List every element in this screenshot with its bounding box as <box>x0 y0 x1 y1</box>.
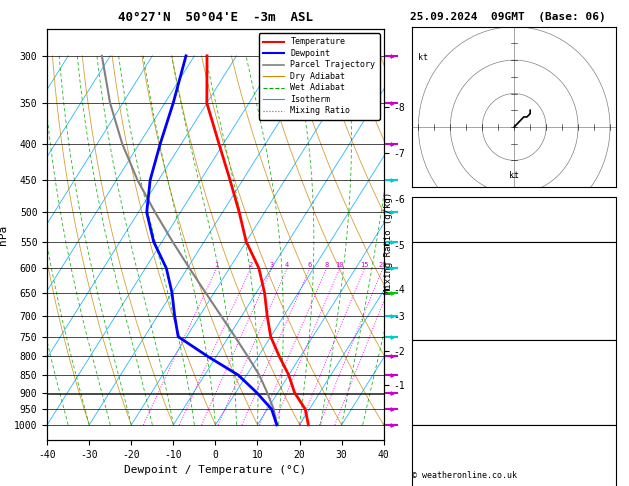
Bar <box>412 340 616 425</box>
Text: 22.1: 22.1 <box>589 258 610 267</box>
Text: CAPE (J): CAPE (J) <box>420 311 463 320</box>
Text: 0: 0 <box>605 396 610 405</box>
Text: StmSpd (kt): StmSpd (kt) <box>420 480 479 486</box>
Legend: Temperature, Dewpoint, Parcel Trajectory, Dry Adiabat, Wet Adiabat, Isotherm, Mi: Temperature, Dewpoint, Parcel Trajectory… <box>259 34 379 120</box>
Bar <box>412 425 616 486</box>
Text: 25.09.2024  09GMT  (Base: 06): 25.09.2024 09GMT (Base: 06) <box>410 12 606 22</box>
Text: 15: 15 <box>360 262 369 268</box>
Text: StmDir: StmDir <box>420 467 452 476</box>
Text: kt: kt <box>509 172 519 180</box>
Text: SREH: SREH <box>420 454 442 463</box>
Text: 6: 6 <box>308 262 312 268</box>
Bar <box>412 197 616 242</box>
Text: Lifted Index: Lifted Index <box>420 298 485 307</box>
Text: Lifted Index: Lifted Index <box>420 382 485 392</box>
Text: 4: 4 <box>285 262 289 268</box>
Text: kt: kt <box>418 53 428 63</box>
Text: 0: 0 <box>605 324 610 333</box>
Bar <box>412 242 616 340</box>
Text: θε(K): θε(K) <box>420 285 447 294</box>
Text: 3: 3 <box>270 262 274 268</box>
Text: 310°: 310° <box>589 467 610 476</box>
Text: Surface: Surface <box>496 245 533 254</box>
Title: 40°27'N  50°04'E  -3m  ASL: 40°27'N 50°04'E -3m ASL <box>118 11 313 24</box>
Text: 1018: 1018 <box>589 356 610 365</box>
Text: θε (K): θε (K) <box>420 369 452 378</box>
Text: 16: 16 <box>599 480 610 486</box>
Text: 10: 10 <box>335 262 344 268</box>
Text: Temp (°C): Temp (°C) <box>420 258 469 267</box>
Text: PW (cm): PW (cm) <box>420 226 458 235</box>
Text: 20: 20 <box>599 200 610 209</box>
Text: 20: 20 <box>379 262 387 268</box>
Text: EH: EH <box>420 441 431 450</box>
Text: 0: 0 <box>605 409 610 418</box>
Text: 3: 3 <box>605 454 610 463</box>
Text: Hodograph: Hodograph <box>490 428 538 437</box>
Text: 1: 1 <box>214 262 219 268</box>
Text: Dewp (°C): Dewp (°C) <box>420 272 469 280</box>
Text: 323: 323 <box>594 285 610 294</box>
Text: Most Unstable: Most Unstable <box>479 343 549 352</box>
Text: 2.45: 2.45 <box>589 226 610 235</box>
Text: 0: 0 <box>605 311 610 320</box>
Text: Totals Totals: Totals Totals <box>420 213 490 222</box>
Text: Pressure (mb): Pressure (mb) <box>420 356 490 365</box>
Text: 4: 4 <box>605 382 610 392</box>
Text: K: K <box>420 200 426 209</box>
Text: 8: 8 <box>325 262 329 268</box>
Text: -44: -44 <box>594 441 610 450</box>
Text: Mixing Ratio (g/kg): Mixing Ratio (g/kg) <box>384 192 392 294</box>
Text: 14.6: 14.6 <box>589 272 610 280</box>
Text: © weatheronline.co.uk: © weatheronline.co.uk <box>412 471 517 480</box>
Y-axis label: km
ASL: km ASL <box>421 224 439 245</box>
Y-axis label: hPa: hPa <box>0 225 8 244</box>
Text: CIN (J): CIN (J) <box>420 324 458 333</box>
Text: 2: 2 <box>248 262 253 268</box>
Text: 4: 4 <box>605 298 610 307</box>
Text: 323: 323 <box>594 369 610 378</box>
Text: CAPE (J): CAPE (J) <box>420 396 463 405</box>
Text: CIN (J): CIN (J) <box>420 409 458 418</box>
Text: 40: 40 <box>599 213 610 222</box>
X-axis label: Dewpoint / Temperature (°C): Dewpoint / Temperature (°C) <box>125 465 306 475</box>
